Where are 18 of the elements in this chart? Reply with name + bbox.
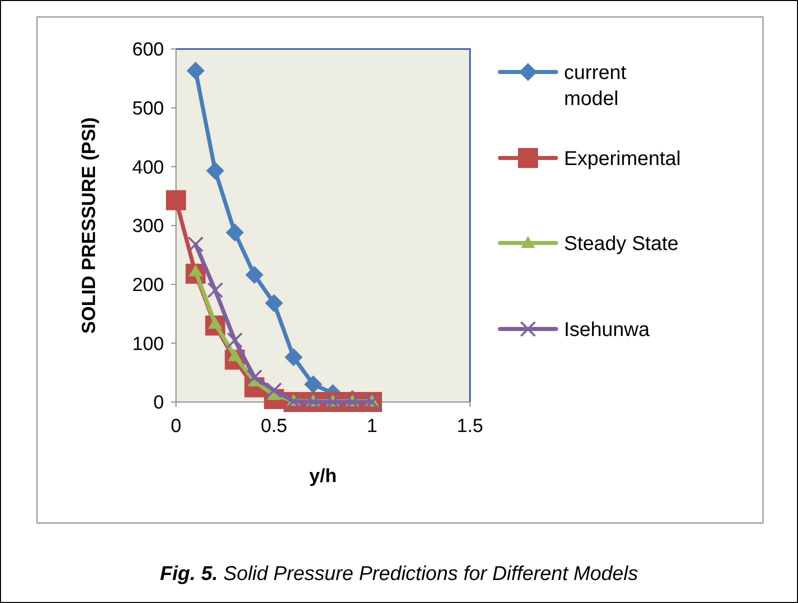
y-tick-label: 200 [132,274,164,296]
y-tick-label: 300 [132,216,164,238]
legend-label: Steady State [564,233,679,255]
y-tick-label: 100 [132,334,164,355]
y-tick-label: 500 [132,98,164,120]
x-axis-title: y/h [309,466,337,487]
y-tick-label: 0 [153,392,164,414]
legend-label: current model [564,62,627,110]
x-tick-label: 0.5 [260,416,288,437]
y-tick-label: 600 [132,40,164,61]
legend-label: Isehunwa [564,319,650,341]
y-axis-title: SOLID PRESSURE (PSI) [79,117,100,334]
legend-label: Experimental [564,148,681,170]
caption: Fig. 5. Solid Pressure Predictions for Different Models [160,563,638,585]
y-tick-label: 400 [132,157,164,178]
x-tick-label: 1.5 [456,416,484,437]
x-tick-label: 0 [170,416,182,437]
x-tick-label: 1 [366,416,378,437]
